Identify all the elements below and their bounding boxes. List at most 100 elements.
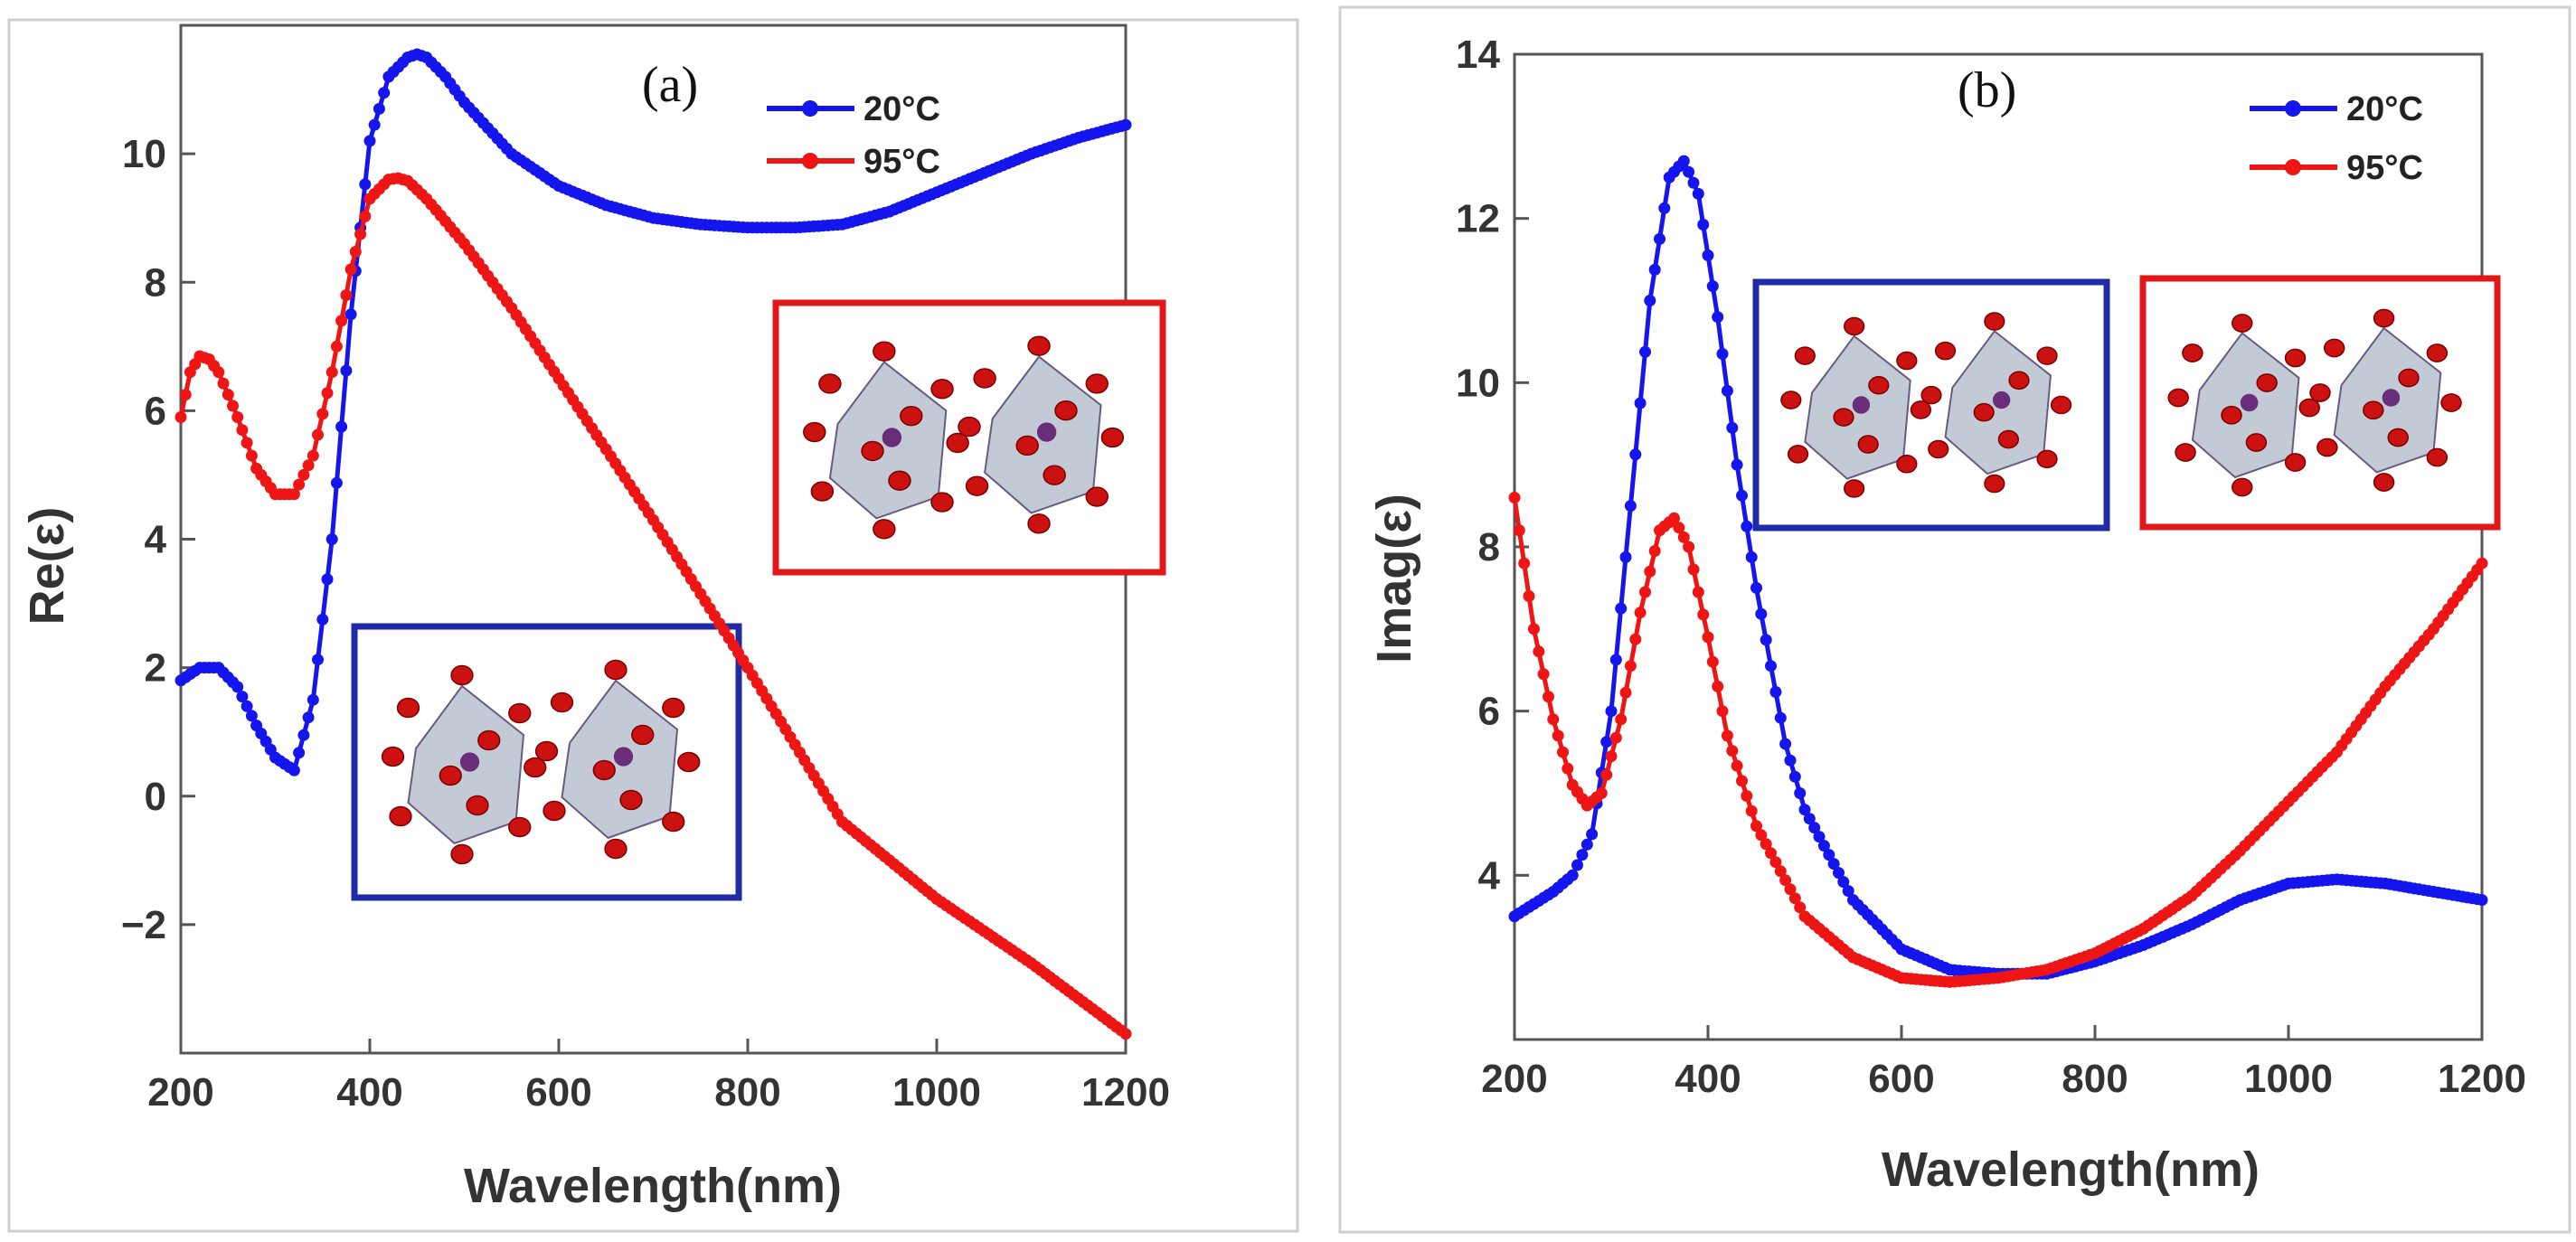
panel-a-x-axis-title: Wavelength(nm) [464, 1159, 842, 1213]
oxygen-atom [2036, 346, 2058, 365]
panel-b: 200 400 600 800 1000 1200 4 6 8 10 12 14 (b) 20°C 9… [1338, 5, 2571, 1234]
y-tick-label: −2 [121, 903, 166, 947]
data-point [1741, 520, 1753, 532]
data-point [231, 411, 244, 423]
data-point [1683, 541, 1695, 553]
data-point [1712, 680, 1724, 692]
data-point [1736, 775, 1748, 787]
oxygen-atom [508, 816, 532, 838]
data-point [245, 449, 258, 462]
data-point [1794, 787, 1807, 799]
data-point [231, 681, 244, 693]
data-point [1615, 713, 1628, 726]
data-point [1750, 820, 1762, 833]
data-point [288, 764, 300, 776]
data-point [1726, 745, 1739, 757]
data-point [1769, 686, 1782, 698]
x-tick-label: 200 [147, 1070, 213, 1115]
metal-atom [1852, 396, 1871, 414]
oxygen-atom [677, 751, 701, 773]
y-tick-label: 0 [145, 775, 166, 819]
data-point [1774, 865, 1787, 878]
oxygen-atom [2245, 433, 2268, 452]
panel-b-frame [1338, 5, 2571, 1234]
data-point [1629, 448, 1642, 461]
data-point [340, 289, 353, 301]
metal-atom [1992, 390, 2011, 409]
panel-a-axes: 200 400 600 800 1000 1200 −2 0 2 4 6 8 10 [121, 24, 1170, 1115]
oxygen-atom [2323, 338, 2345, 358]
data-point [302, 459, 315, 472]
data-point [1571, 859, 1583, 871]
legend-label-95c-a: 95°C [863, 143, 940, 181]
data-point [1595, 787, 1608, 799]
data-point [321, 387, 334, 400]
data-point [1600, 736, 1613, 748]
data-point [1609, 731, 1622, 744]
oxygen-atom [2363, 400, 2384, 420]
data-point [1721, 729, 1733, 742]
oxygen-atom [439, 765, 462, 786]
data-point [1813, 831, 1826, 843]
data-point [1702, 631, 1714, 644]
data-point [1803, 813, 1816, 825]
data-point [1731, 458, 1743, 471]
data-point [1119, 118, 1132, 131]
data-point [1808, 822, 1821, 834]
y-tick-label: 4 [145, 518, 167, 562]
data-point [1687, 176, 1700, 189]
oxygen-atom [1043, 465, 1066, 485]
data-point [326, 366, 338, 379]
data-point [1648, 263, 1661, 276]
oxygen-atom [450, 843, 474, 865]
oxygen-atom [543, 800, 566, 822]
oxygen-atom [958, 416, 981, 438]
oxygen-atom [965, 475, 989, 496]
data-point [330, 340, 343, 353]
data-point [1692, 187, 1704, 200]
oxygen-atom [2426, 447, 2449, 467]
data-point [212, 366, 225, 379]
oxygen-atom [1973, 402, 1995, 422]
data-point [302, 711, 315, 724]
data-point [1605, 705, 1618, 718]
data-point [1648, 545, 1661, 557]
data-point [1634, 397, 1647, 409]
oxygen-atom [946, 432, 969, 454]
data-point [312, 654, 324, 666]
data-point [1692, 586, 1704, 598]
data-point [1784, 883, 1797, 896]
oxygen-atom [900, 405, 923, 427]
data-point [1677, 155, 1690, 167]
data-point [378, 87, 391, 99]
data-point [1566, 869, 1579, 881]
data-point [1765, 847, 1777, 860]
data-point [1716, 348, 1729, 360]
oxygen-atom [1910, 400, 1931, 419]
data-point [1706, 655, 1719, 668]
oxygen-atom [803, 421, 826, 443]
oxygen-atom [2298, 398, 2320, 418]
x-tick-label: 600 [1868, 1057, 1934, 1101]
data-point [316, 613, 329, 626]
oxygen-atom [1085, 486, 1109, 507]
data-point [1736, 489, 1748, 502]
panel-b-y-axis-title: Imag(ε) [1367, 494, 1421, 663]
oxygen-atom [1015, 435, 1039, 456]
oxygen-atom [381, 746, 405, 767]
oxygen-atom [1920, 385, 1942, 405]
data-point [363, 135, 376, 147]
y-tick-label: 8 [1478, 525, 1500, 569]
metal-atom [882, 428, 902, 447]
data-point [1527, 623, 1540, 635]
data-point [1523, 590, 1535, 602]
data-point [1543, 691, 1554, 703]
oxygen-atom [2175, 443, 2196, 462]
data-point [1639, 345, 1651, 358]
data-point [1533, 645, 1545, 658]
data-point [1755, 607, 1768, 620]
data-point [312, 428, 324, 441]
data-point [1673, 522, 1685, 534]
data-point [330, 476, 343, 489]
data-point [1697, 219, 1710, 231]
